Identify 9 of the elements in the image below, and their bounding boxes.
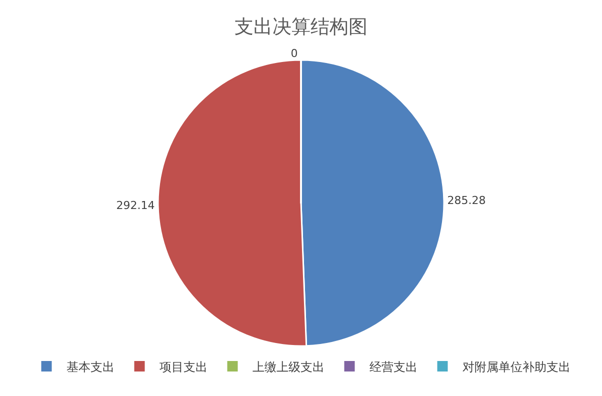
- text: 0: [290, 47, 298, 60]
- data-label: 292.14: [116, 199, 155, 212]
- legend-label: 基本支出: [66, 360, 114, 374]
- chart-title: 支出决算结构图: [234, 16, 368, 38]
- legend-label: 对附属单位补助支出: [462, 360, 570, 374]
- legend-label: 上缴上级支出: [252, 360, 324, 374]
- legend-label: 经营支出: [370, 360, 418, 374]
- legend-label: 项目支出: [160, 360, 208, 374]
- data-label: 285.28: [447, 194, 486, 207]
